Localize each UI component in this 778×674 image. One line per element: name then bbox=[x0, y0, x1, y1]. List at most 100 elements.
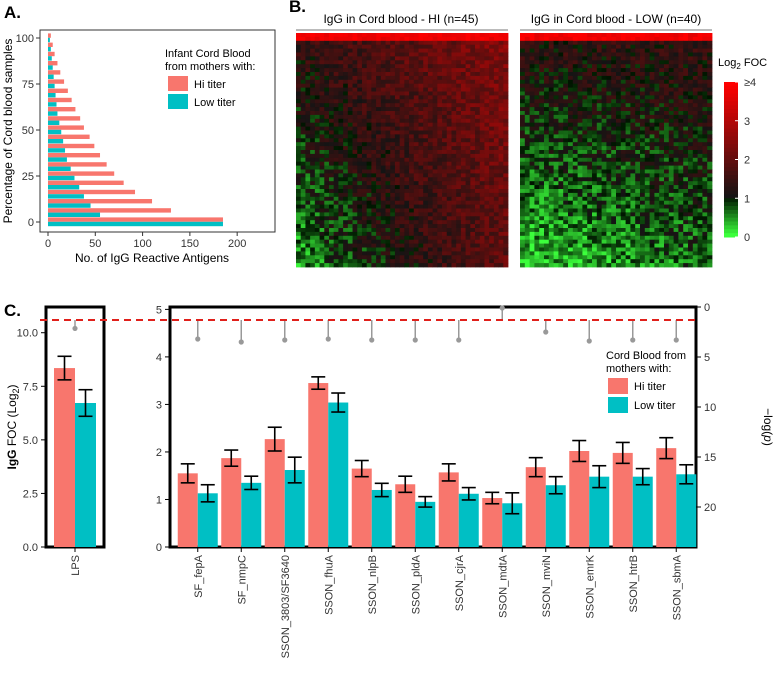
heatmap-cell bbox=[625, 111, 631, 116]
heatmap-cell bbox=[520, 192, 526, 198]
heatmap-cell bbox=[582, 161, 588, 166]
heatmap-cell bbox=[649, 48, 655, 53]
a-bar-hi bbox=[48, 33, 51, 38]
heatmap-cell bbox=[328, 231, 335, 237]
heatmap-cell bbox=[640, 142, 646, 147]
heatmap-cell bbox=[470, 130, 476, 135]
heatmap-cell bbox=[371, 212, 377, 217]
heatmap-cell bbox=[659, 134, 665, 139]
heatmap-cell bbox=[683, 36, 689, 42]
heatmap-cell bbox=[539, 212, 545, 217]
heatmap-cell bbox=[654, 177, 660, 182]
heatmap-cell bbox=[310, 138, 316, 143]
heatmap-cell bbox=[343, 103, 349, 108]
heatmap-cell bbox=[524, 153, 530, 159]
heatmap-cell bbox=[324, 189, 330, 194]
heatmap-cell bbox=[692, 157, 698, 163]
heatmap-cell bbox=[437, 196, 443, 202]
heatmap-cell bbox=[707, 192, 713, 198]
heatmap-cell bbox=[456, 161, 462, 166]
heatmap-cell bbox=[423, 87, 429, 92]
heatmap-cell bbox=[300, 138, 306, 143]
heatmap-cell bbox=[568, 146, 574, 151]
heatmap-cell bbox=[376, 243, 382, 248]
heatmap-cell bbox=[524, 138, 530, 143]
heatmap-cell bbox=[568, 185, 574, 190]
heatmap-cell bbox=[456, 36, 462, 42]
heatmap-cell bbox=[489, 247, 495, 252]
heatmap-cell bbox=[465, 40, 471, 46]
heatmap-cell bbox=[524, 235, 530, 241]
heatmap-cell bbox=[539, 153, 545, 159]
heatmap-cell bbox=[385, 142, 391, 147]
heatmap-cell bbox=[678, 87, 684, 92]
heatmap-cell bbox=[524, 111, 530, 116]
heatmap-cell bbox=[572, 150, 578, 155]
heatmap-cell bbox=[361, 48, 368, 53]
heatmap-cell bbox=[582, 107, 588, 112]
heatmap-cell bbox=[503, 259, 509, 264]
heatmap-cell bbox=[606, 99, 612, 104]
heatmap-cell bbox=[534, 40, 540, 46]
heatmap-cell bbox=[310, 169, 316, 174]
heatmap-cell bbox=[498, 204, 504, 209]
heatmap-cell bbox=[371, 72, 377, 77]
heatmap-cell bbox=[413, 161, 419, 166]
heatmap-cell bbox=[390, 216, 396, 221]
heatmap-cell bbox=[390, 153, 396, 159]
heatmap-cell bbox=[465, 138, 471, 143]
heatmap-cell bbox=[319, 153, 325, 159]
heatmap-cell bbox=[539, 75, 545, 81]
heatmap-cell bbox=[524, 126, 530, 131]
heatmap-cell bbox=[324, 95, 330, 100]
heatmap-cell bbox=[596, 64, 602, 69]
heatmap-cell bbox=[465, 239, 471, 244]
heatmap-cell bbox=[456, 255, 462, 260]
heatmap-cell bbox=[493, 243, 499, 248]
heatmap-cell bbox=[520, 169, 526, 174]
heatmap-cell bbox=[300, 212, 306, 217]
heatmap-cell bbox=[582, 243, 588, 248]
heatmap-cell bbox=[352, 83, 358, 88]
heatmap-cell bbox=[673, 79, 679, 85]
heatmap-cell bbox=[300, 165, 306, 170]
heatmap-cell bbox=[456, 169, 462, 174]
heatmap-cell bbox=[630, 150, 636, 155]
heatmap-cell bbox=[577, 64, 583, 69]
heatmap-cell bbox=[437, 122, 443, 127]
heatmap-cell bbox=[296, 220, 302, 225]
heatmap-cell bbox=[343, 72, 349, 77]
heatmap-cell bbox=[529, 75, 535, 81]
heatmap-cell bbox=[649, 142, 655, 147]
heatmap-cell bbox=[328, 228, 335, 233]
heatmap-cell bbox=[394, 177, 401, 182]
heatmap-cell bbox=[376, 192, 382, 198]
heatmap-cell bbox=[460, 157, 466, 163]
heatmap-cell bbox=[385, 165, 391, 170]
heatmap-cell bbox=[683, 200, 689, 205]
heatmap-cell bbox=[553, 212, 559, 217]
heatmap-cell bbox=[520, 142, 526, 147]
heatmap-cell bbox=[503, 68, 509, 73]
heatmap-cell bbox=[654, 134, 660, 139]
heatmap-cell bbox=[577, 181, 583, 186]
heatmap-cell bbox=[484, 114, 490, 120]
heatmap-cell bbox=[484, 126, 490, 131]
heatmap-cell bbox=[668, 56, 674, 61]
heatmap-cell bbox=[394, 91, 401, 96]
heatmap-cell bbox=[644, 72, 650, 77]
heatmap-cell bbox=[484, 134, 490, 139]
heatmap-cell bbox=[352, 122, 358, 127]
heatmap-cell bbox=[305, 40, 311, 46]
heatmap-cell bbox=[640, 107, 646, 112]
heatmap-cell bbox=[418, 64, 424, 69]
heatmap-cell bbox=[484, 40, 490, 46]
heatmap-cell bbox=[404, 60, 410, 65]
heatmap-cell bbox=[544, 44, 550, 49]
heatmap-cell bbox=[664, 114, 670, 120]
heatmap-cell bbox=[654, 91, 660, 96]
heatmap-cell bbox=[520, 56, 526, 61]
heatmap-cell bbox=[347, 173, 353, 178]
heatmap-cell bbox=[635, 192, 641, 198]
heatmap-cell bbox=[596, 235, 602, 241]
